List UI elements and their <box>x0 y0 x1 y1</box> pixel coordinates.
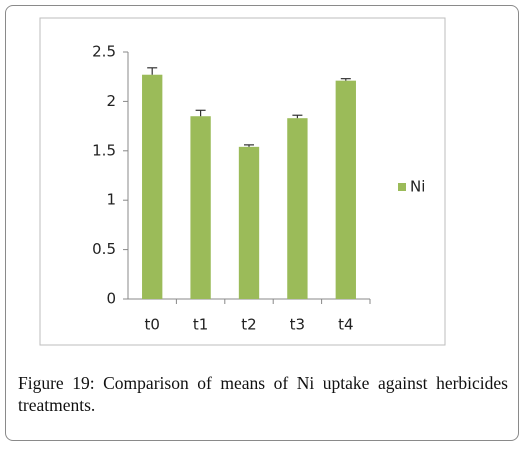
x-tick-label: t1 <box>193 316 208 334</box>
bar <box>335 80 356 299</box>
legend-label: Ni <box>410 178 425 196</box>
x-tick-label: t0 <box>144 316 159 334</box>
bar <box>287 118 308 299</box>
bar <box>238 146 260 299</box>
y-tick-label: 1.5 <box>92 141 116 159</box>
y-tick-label: 2.5 <box>92 43 116 61</box>
y-tick-label: 2 <box>106 92 116 110</box>
figure-frame <box>5 5 519 441</box>
legend-swatch <box>398 183 406 191</box>
x-tick-label: t3 <box>290 316 305 334</box>
figure-caption: Figure 19: Comparison of means of Ni upt… <box>18 373 508 415</box>
y-tick-label: 1 <box>106 191 116 209</box>
x-tick-label: t4 <box>338 316 353 334</box>
bar <box>142 74 163 299</box>
y-tick-label: 0.5 <box>92 240 116 258</box>
x-tick-label: t2 <box>241 316 256 334</box>
bar <box>190 116 211 299</box>
y-tick-label: 0 <box>106 290 116 308</box>
